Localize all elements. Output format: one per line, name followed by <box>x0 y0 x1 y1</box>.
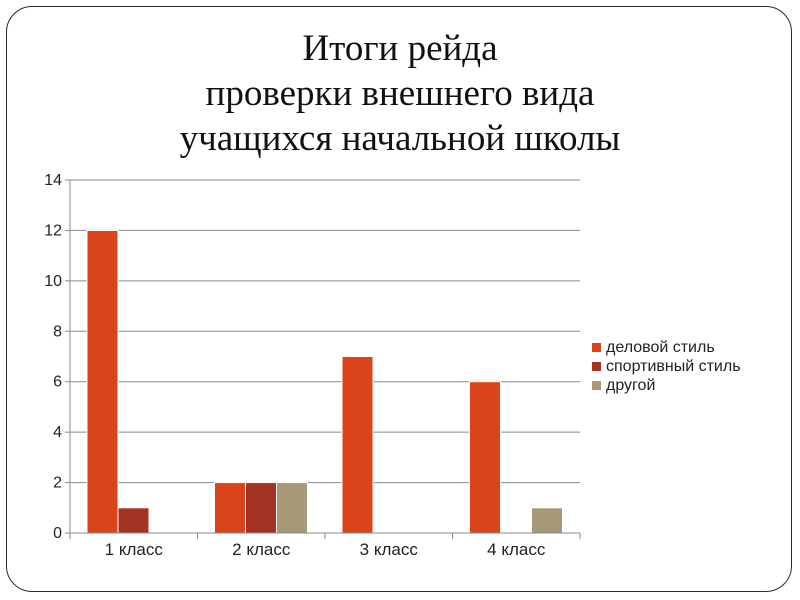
legend-label-delovoy: деловой стиль <box>606 338 715 356</box>
legend-swatch-delovoy <box>592 343 601 352</box>
x-tick-label: 4 класс <box>487 540 546 559</box>
legend-label-drugoy: другой <box>606 376 656 394</box>
bar <box>117 507 150 534</box>
bar <box>245 482 277 534</box>
y-tick-label: 10 <box>44 273 62 290</box>
bar <box>214 482 246 534</box>
x-tick-label: 3 класс <box>360 540 419 559</box>
legend-label-sportivny: спортивный стиль <box>606 357 741 375</box>
legend-swatch-sportivny <box>592 362 601 371</box>
bar <box>469 381 501 534</box>
y-tick-label: 8 <box>53 323 62 340</box>
legend-swatch-drugoy <box>592 381 601 390</box>
legend-item-sportivny: спортивный стиль <box>592 357 741 376</box>
legend: деловой стиль спортивный стиль другой <box>592 338 741 395</box>
chart-title: Итоги рейда проверки внешнего вида учащи… <box>20 26 780 161</box>
title-line-1: Итоги рейда <box>302 28 498 69</box>
y-tick-label: 2 <box>53 475 62 492</box>
bar <box>276 482 308 534</box>
x-tick-label: 1 класс <box>105 540 164 559</box>
legend-item-drugoy: другой <box>592 376 741 395</box>
x-tick-label: 2 класс <box>232 540 291 559</box>
y-tick-label: 6 <box>53 374 62 391</box>
y-tick-label: 14 <box>44 172 62 189</box>
bar <box>86 229 119 534</box>
bar <box>531 507 563 534</box>
y-tick-label: 4 <box>53 424 62 441</box>
legend-item-delovoy: деловой стиль <box>592 338 741 357</box>
title-line-3: учащихся начальной школы <box>179 118 621 159</box>
y-tick-label: 12 <box>44 222 62 239</box>
y-tick-label: 0 <box>53 525 62 542</box>
slide-frame <box>6 6 792 592</box>
title-line-2: проверки внешнего вида <box>205 73 595 114</box>
bar <box>341 356 374 534</box>
